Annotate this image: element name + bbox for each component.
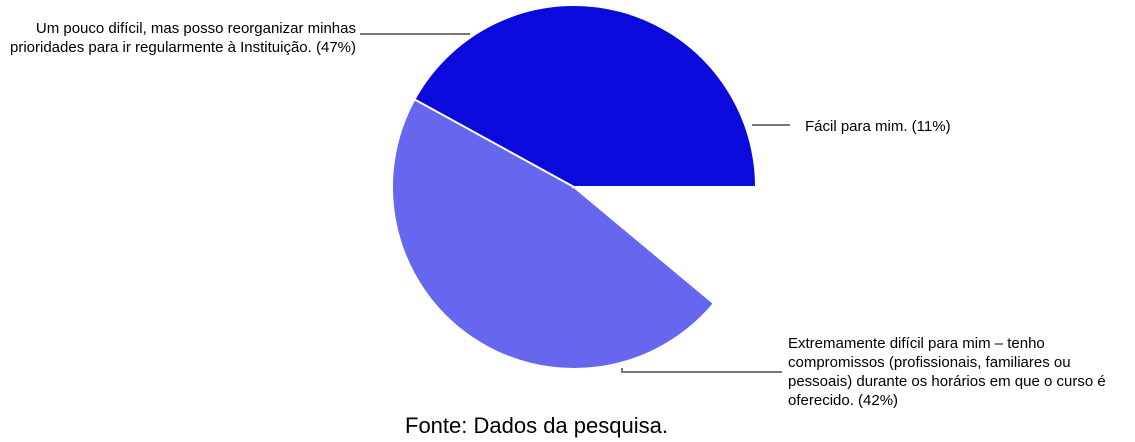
slice-extremamente-dificil-leader-line xyxy=(621,368,782,373)
slice-extremamente-dificil xyxy=(413,4,758,188)
slice-label-extremamente-dificil: Extremamente difícil para mim – tenho co… xyxy=(788,335,1106,409)
chart-caption: Fonte: Dados da pesquisa. xyxy=(405,413,668,438)
slice-label-facil: Fácil para mim. (11%) xyxy=(805,118,951,135)
slice-label-reorganizar: Um pouco difícil, mas posso reorganizar … xyxy=(9,20,356,56)
slice-reorganizar xyxy=(391,97,716,370)
